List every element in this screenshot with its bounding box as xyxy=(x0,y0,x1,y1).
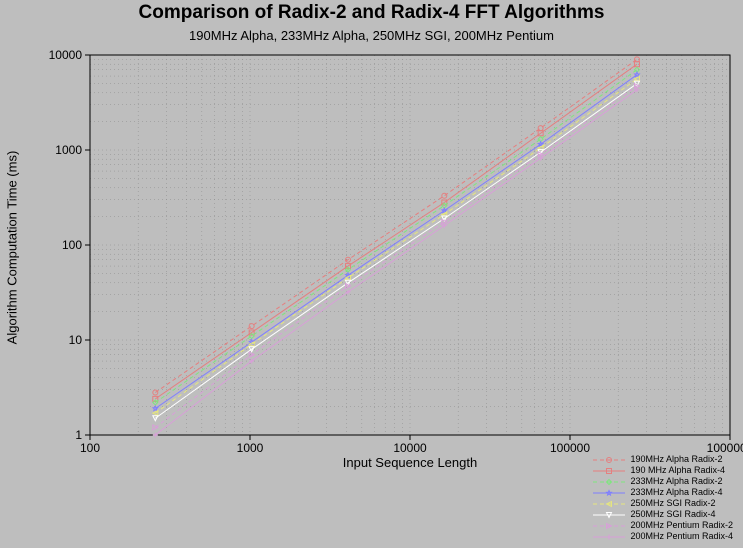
legend-label: 233MHz Alpha Radix-2 xyxy=(630,476,722,487)
series xyxy=(153,72,639,410)
svg-text:100: 100 xyxy=(62,238,82,252)
svg-text:1: 1 xyxy=(75,428,82,442)
svg-text:100: 100 xyxy=(80,441,100,455)
chart-container: Comparison of Radix-2 and Radix-4 FFT Al… xyxy=(0,0,743,548)
legend-label: 200MHz Pentium Radix-2 xyxy=(630,520,733,531)
legend-label: 250MHz SGI Radix-2 xyxy=(630,498,715,509)
svg-text:10000: 10000 xyxy=(49,48,83,62)
legend-label: 190MHz Alpha Radix-2 xyxy=(630,454,722,465)
legend-label: 200MHz Pentium Radix-4 xyxy=(630,531,733,542)
svg-text:1000: 1000 xyxy=(237,441,264,455)
legend-item: 250MHz SGI Radix-2 xyxy=(592,498,733,509)
series xyxy=(153,67,640,405)
legend-item: 200MHz Pentium Radix-4 xyxy=(592,531,733,542)
series xyxy=(153,87,640,437)
svg-text:1000000: 1000000 xyxy=(707,441,743,455)
legend-item: 233MHz Alpha Radix-2 xyxy=(592,476,733,487)
legend: 190MHz Alpha Radix-2190 MHz Alpha Radix-… xyxy=(592,454,733,542)
svg-text:10: 10 xyxy=(69,333,83,347)
legend-item: 233MHz Alpha Radix-4 xyxy=(592,487,733,498)
legend-item: 200MHz Pentium Radix-2 xyxy=(592,520,733,531)
series xyxy=(153,76,640,415)
legend-label: 233MHz Alpha Radix-4 xyxy=(630,487,722,498)
series xyxy=(153,81,640,421)
legend-label: 250MHz SGI Radix-4 xyxy=(630,509,715,520)
legend-label: 190 MHz Alpha Radix-4 xyxy=(630,465,725,476)
legend-item: 190MHz Alpha Radix-2 xyxy=(592,454,733,465)
series xyxy=(153,62,640,402)
legend-item: 190 MHz Alpha Radix-4 xyxy=(592,465,733,476)
legend-item: 250MHz SGI Radix-4 xyxy=(592,509,733,520)
svg-text:10000: 10000 xyxy=(393,441,427,455)
svg-text:100000: 100000 xyxy=(550,441,590,455)
svg-text:1000: 1000 xyxy=(55,143,82,157)
